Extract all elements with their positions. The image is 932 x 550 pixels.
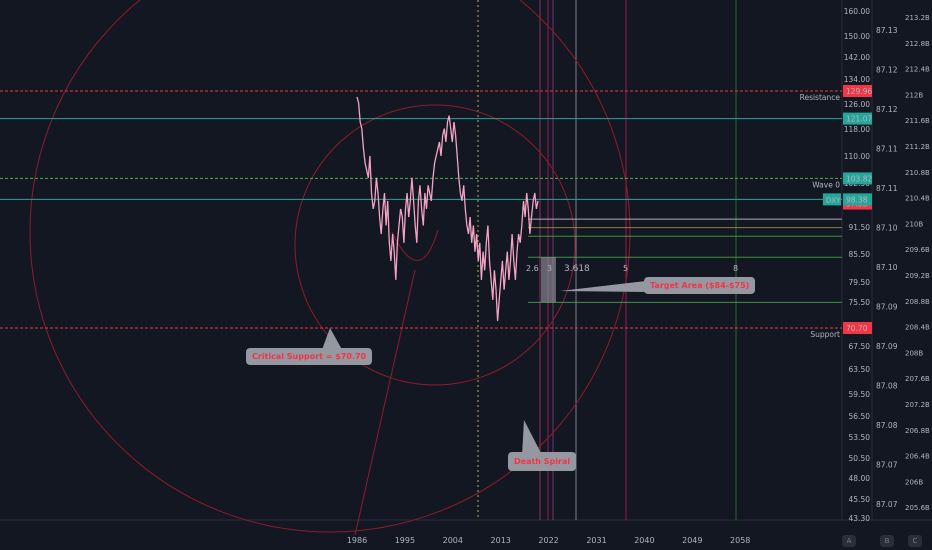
resistance-price-tag: 129.96 <box>846 87 872 96</box>
right-axis-2-label: 206.4B <box>905 453 930 461</box>
right-axis-1-label: 87.09 <box>876 342 898 351</box>
y-tick-label: 43.30 <box>849 514 871 523</box>
y-tick-label: 48.00 <box>849 474 871 483</box>
right-axis-2-label: 211.6B <box>905 117 930 125</box>
right-axis-2-label: 211.2B <box>905 143 930 151</box>
right-axis-2-label: 213.2B <box>905 14 930 22</box>
fib-label-eight: 8 <box>733 264 738 273</box>
right-axis-1-label: 87.12 <box>876 105 898 114</box>
dxy-price-tag-bg <box>843 193 872 206</box>
right-axis-2-label: 209.6B <box>905 246 930 254</box>
y-tick-label: 134.00 <box>844 75 870 84</box>
right-axis-2-label: 210.8B <box>905 169 930 177</box>
fib-label-left: 2.6 <box>526 264 539 273</box>
y-tick-label: 56.50 <box>849 412 871 421</box>
right-axis-2-label: 209.2B <box>905 272 930 280</box>
x-tick-label: 2058 <box>730 536 750 545</box>
y-tick-label: 75.50 <box>849 298 871 307</box>
right-axis-1-label: 87.08 <box>876 421 898 430</box>
right-axis-1-label: 87.12 <box>876 66 898 75</box>
spiral-arc-outer <box>29 0 631 533</box>
right-axis-2-label: 210.4B <box>905 195 930 203</box>
right-axis-1-label: 87.07 <box>876 461 898 470</box>
right-axis-1-label: 87.13 <box>876 26 898 35</box>
right-axis-2-label: 208.4B <box>905 324 930 332</box>
death-spiral-pointer <box>522 420 542 455</box>
right-axis-2-label: 207.2B <box>905 401 930 409</box>
y-tick-label: 150.00 <box>844 32 870 41</box>
y-tick-label: 110.00 <box>844 152 870 161</box>
y-tick-label: 50.50 <box>849 454 871 463</box>
green-upper-price-tag: 121.07 <box>846 115 872 124</box>
x-tick-label: 2022 <box>538 536 558 545</box>
fib-label-five: 5 <box>623 264 628 273</box>
y-tick-label: 67.50 <box>849 342 871 351</box>
right-axis-1-label: 87.07 <box>876 500 898 509</box>
spiral-arc-inner <box>294 104 576 386</box>
y-tick-label: 79.50 <box>849 278 871 287</box>
target-area-pointer <box>560 281 646 292</box>
resistance-price-tag-bg <box>843 85 872 97</box>
wave-zero-label: Wave 0 <box>812 180 840 189</box>
x-tick-label: 2004 <box>443 536 463 545</box>
wave-zero-price-tag-bg <box>843 172 872 185</box>
target-area-annotation[interactable]: Target Area ($84-$75) <box>644 277 756 294</box>
y-tick-label: 91.50 <box>849 223 871 232</box>
x-tick-label: 1995 <box>395 536 415 545</box>
target-area-box <box>541 257 556 303</box>
right-axis-2-label: 208B <box>905 349 923 357</box>
dxy-price-tag: 98.38 <box>846 195 868 204</box>
y-tick-label: 160.00 <box>844 7 870 16</box>
wave-zero-price-tag: 103.82 <box>846 174 872 183</box>
right-axis-1-label: 87.10 <box>876 263 898 272</box>
fib-ratio-label: 3.618 <box>564 264 590 274</box>
support-price-tag-bg <box>843 322 872 334</box>
support-label: Support <box>810 330 840 339</box>
right-axis-2-label: 208.8B <box>905 298 930 306</box>
right-axis-2-label: 210B <box>905 220 923 228</box>
dxy-tag-label: DXY <box>826 196 841 204</box>
x-tick-label: 2031 <box>586 536 606 545</box>
support-price-tag: 70.70 <box>846 324 868 333</box>
right-axis-2-label: 206.8B <box>905 427 930 435</box>
x-tick-label: 1986 <box>347 536 367 545</box>
x-tick-label: 2013 <box>491 536 511 545</box>
death-spiral-annotation[interactable]: Death Spiral <box>508 452 577 471</box>
right-axis-1-label: 87.11 <box>876 145 898 154</box>
critical-support-annotation[interactable]: Critical Support = $70.70 <box>246 348 373 365</box>
axis-button-c[interactable]: C <box>908 535 922 547</box>
x-tick-label: 2040 <box>634 536 654 545</box>
y-tick-label: 53.50 <box>849 433 871 442</box>
y-tick-label: 45.50 <box>849 495 871 504</box>
y-tick-label: 85.50 <box>849 250 871 259</box>
dxy-tag-bg <box>823 193 841 206</box>
axis-button-a[interactable]: A <box>842 535 856 547</box>
axis-button-b[interactable]: B <box>880 535 894 547</box>
right-axis-1-label: 87.10 <box>876 224 898 233</box>
right-axis-2-label: 207.6B <box>905 375 930 383</box>
right-axis-2-label: 206B <box>905 478 923 486</box>
y-tick-label: 63.50 <box>849 365 871 374</box>
price-line <box>356 96 539 321</box>
right-axis-2-label: 212.4B <box>905 66 930 74</box>
right-axis-1-label: 87.09 <box>876 303 898 312</box>
right-axis-2-label: 212B <box>905 91 923 99</box>
fib-label-mid: 3 <box>547 264 552 273</box>
green-upper-price-tag-bg <box>843 112 872 125</box>
resistance-label: Resistance <box>800 93 841 102</box>
y-tick-label: 118.00 <box>844 125 870 134</box>
spiral-arc-small <box>391 229 439 261</box>
right-axis-2-label: 212.8B <box>905 40 930 48</box>
spiral-line <box>354 269 416 536</box>
y-tick-label: 142.00 <box>844 53 870 62</box>
right-axis-2-label: 205.6B <box>905 504 930 512</box>
right-axis-1-label: 87.08 <box>876 382 898 391</box>
y-tick-label: 126.00 <box>844 100 870 109</box>
right-axis-1-label: 87.11 <box>876 184 898 193</box>
x-tick-label: 2049 <box>682 536 702 545</box>
y-tick-label: 59.50 <box>849 390 871 399</box>
